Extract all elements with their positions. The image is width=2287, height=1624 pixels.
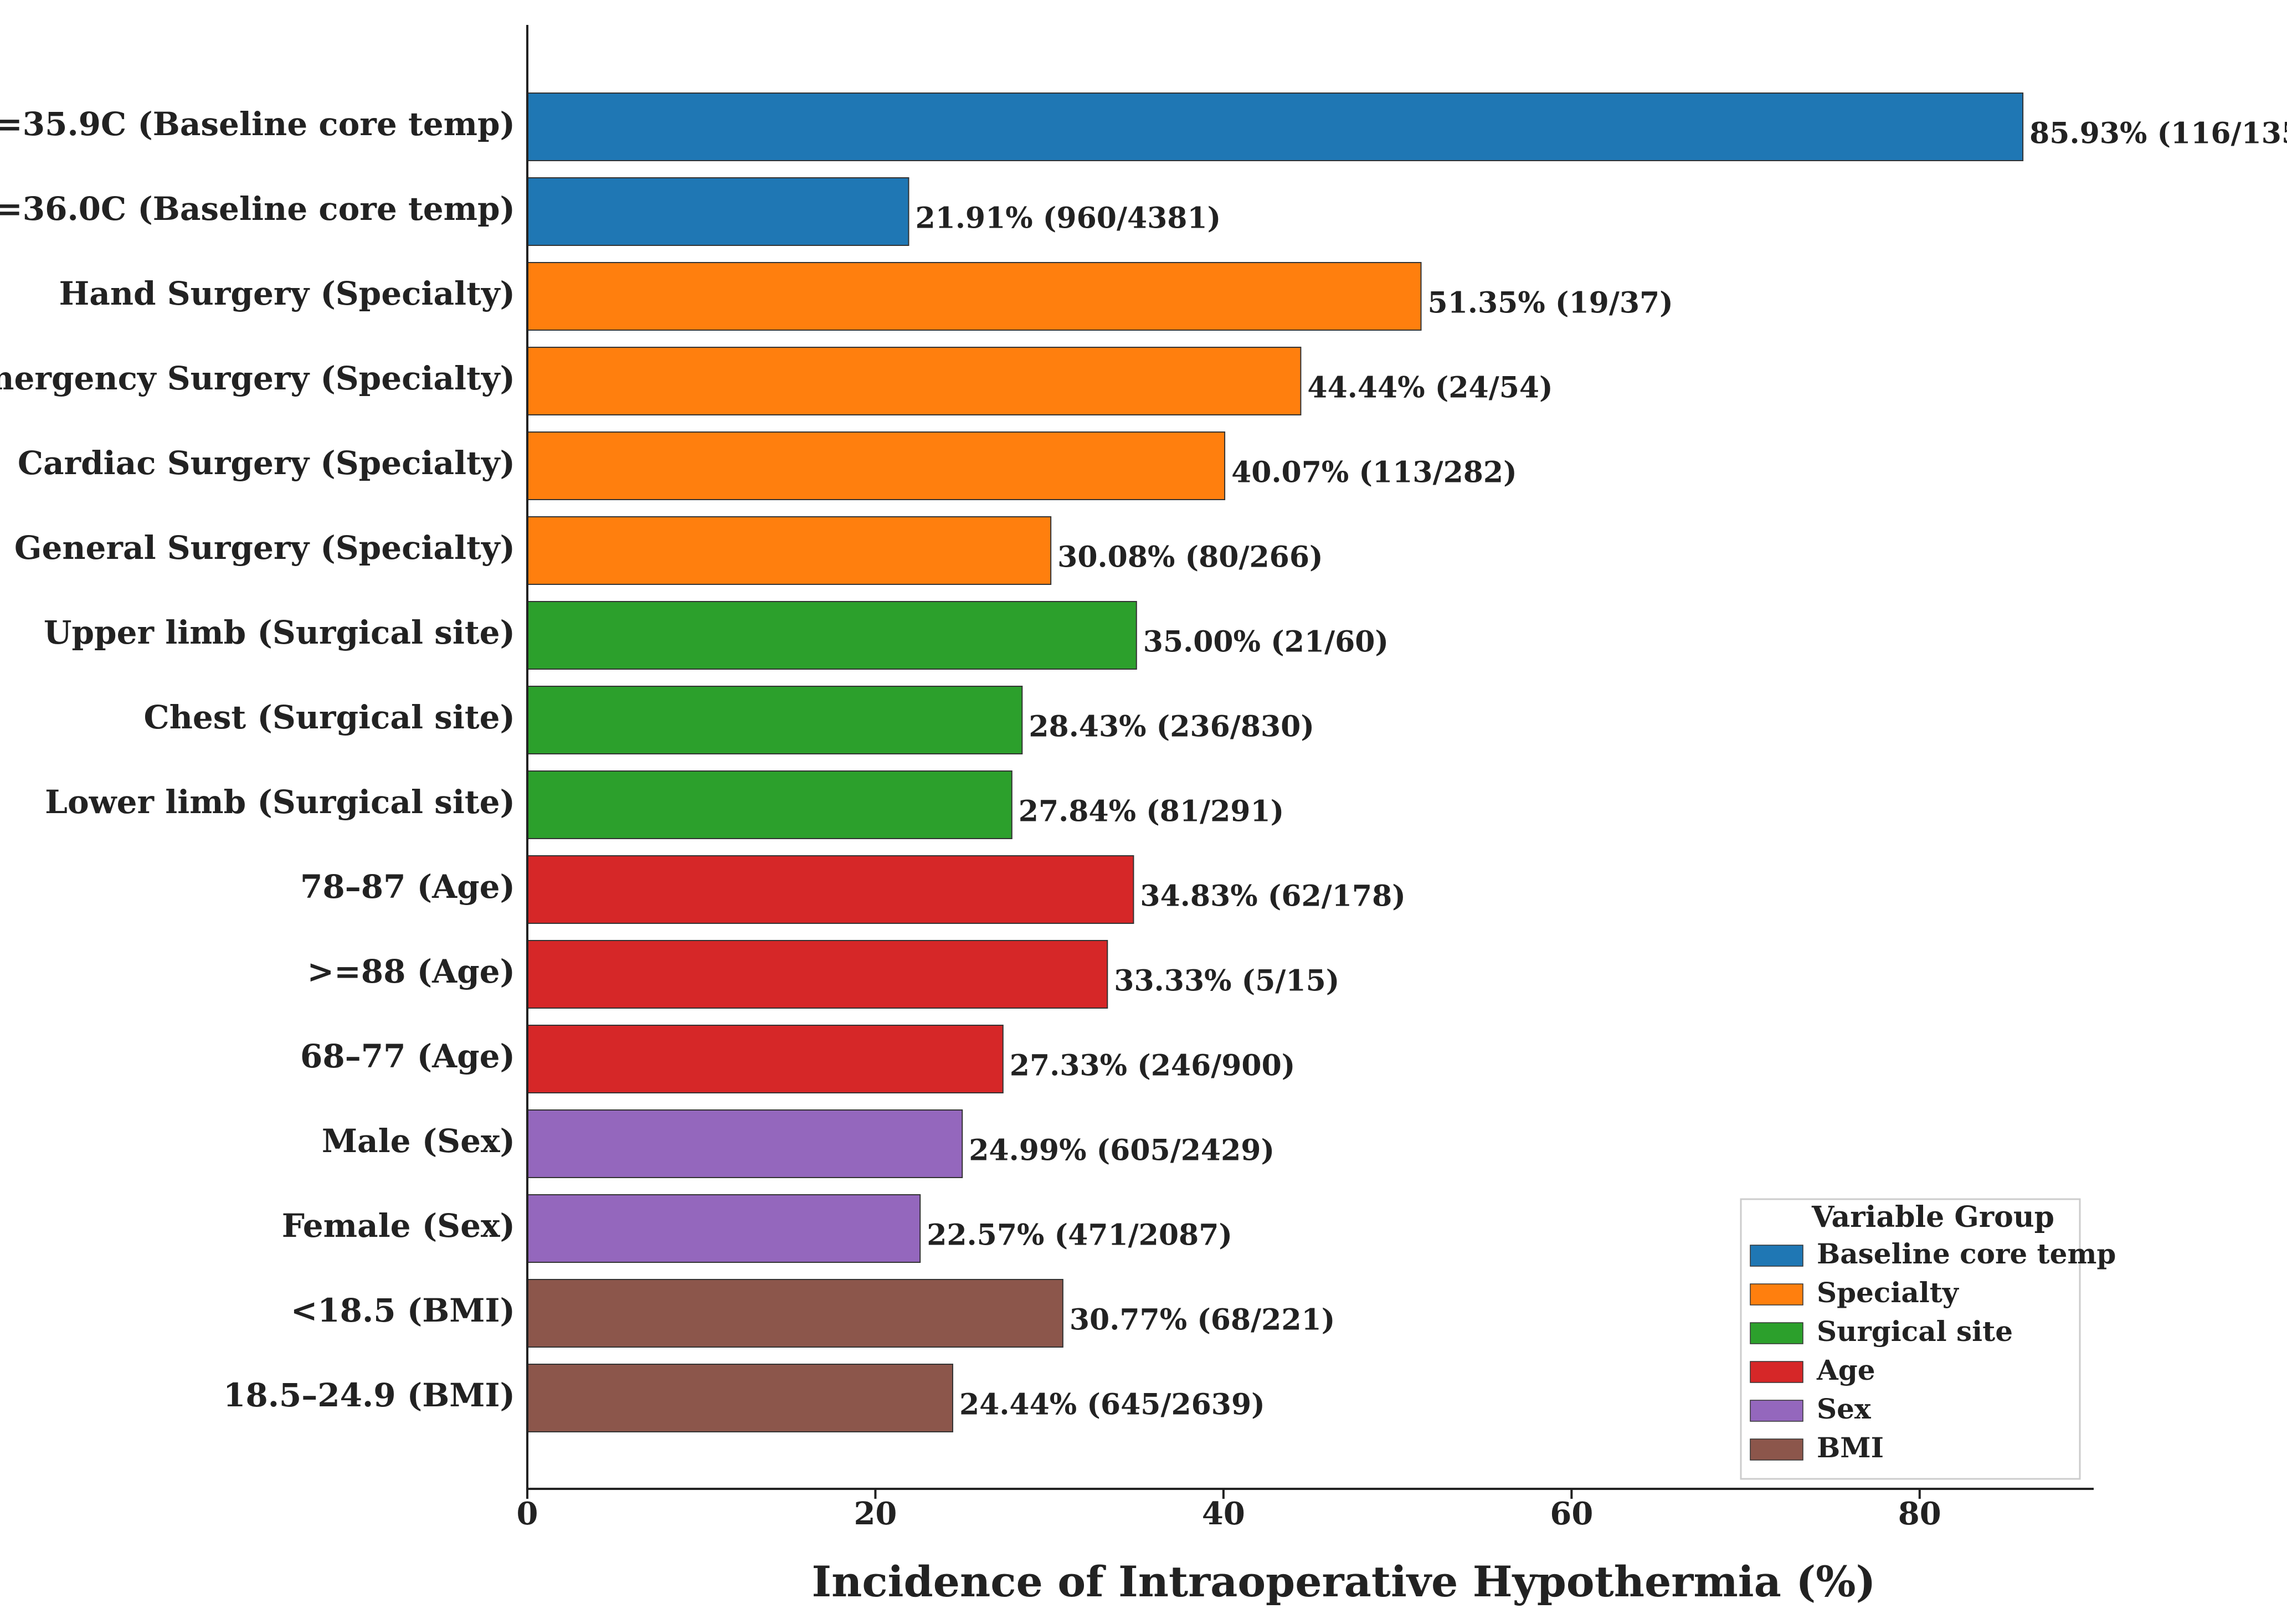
bar xyxy=(527,347,1302,415)
legend-swatch xyxy=(1750,1438,1803,1461)
category-label: <=35.9C (Baseline core temp) xyxy=(0,105,515,143)
bar xyxy=(527,1025,1004,1093)
category-label: Female (Sex) xyxy=(282,1207,515,1245)
legend: Variable Group Baseline core temp Special… xyxy=(1740,1198,2116,1480)
value-label: 24.99% (605/2429) xyxy=(969,1134,1274,1168)
legend-label: Specialty xyxy=(1817,1276,1960,1309)
x-tick-label: 40 xyxy=(1202,1495,1245,1532)
bar xyxy=(527,1364,953,1432)
bar xyxy=(527,940,1108,1009)
x-ticks: 0 20 40 60 80 xyxy=(517,1489,1941,1532)
legend-label: BMI xyxy=(1817,1431,1884,1464)
legend-items: Baseline core temp Specialty Surgical site… xyxy=(1750,1237,2116,1464)
value-label: 27.33% (246/900) xyxy=(1010,1049,1296,1083)
bar xyxy=(527,1279,1063,1348)
legend-label: Surgical site xyxy=(1817,1315,2013,1348)
legend-swatch xyxy=(1750,1283,1803,1306)
legend-swatch xyxy=(1750,1400,1803,1422)
category-label: Chest (Surgical site) xyxy=(144,698,515,736)
legend-label: Sex xyxy=(1817,1392,1872,1425)
category-label: Hand Surgery (Specialty) xyxy=(59,275,516,312)
legend-label: Age xyxy=(1816,1354,1875,1386)
category-labels: <=35.9C (Baseline core temp) >=36.0C (Bas… xyxy=(0,105,515,1414)
value-label: 85.93% (116/135) xyxy=(2029,117,2287,151)
category-label: Male (Sex) xyxy=(322,1122,515,1160)
bar xyxy=(527,177,909,246)
bar xyxy=(527,92,2024,161)
category-label: Lower limb (Surgical site) xyxy=(45,783,515,821)
value-label: 44.44% (24/54) xyxy=(1307,371,1553,405)
category-label: Cardiac Surgery (Specialty) xyxy=(18,444,515,482)
value-label: 34.83% (62/178) xyxy=(1140,880,1405,913)
value-label: 22.57% (471/2087) xyxy=(927,1219,1232,1252)
bar xyxy=(527,262,1422,331)
bar xyxy=(527,601,1137,670)
value-label: 35.00% (21/60) xyxy=(1143,625,1389,659)
value-label: 21.91% (960/4381) xyxy=(915,202,1221,235)
value-label: 30.77% (68/221) xyxy=(1070,1303,1335,1337)
bar xyxy=(527,516,1052,585)
legend-label: Baseline core temp xyxy=(1817,1237,2116,1270)
value-labels: 85.93% (116/135) 21.91% (960/4381) 51.35% … xyxy=(915,117,2287,1422)
category-label: >=88 (Age) xyxy=(307,953,515,990)
x-axis-title: Incidence of Intraoperative Hypothermia … xyxy=(812,1557,1876,1606)
bar xyxy=(527,770,1013,839)
bar xyxy=(527,686,1023,754)
category-label: 18.5–24.9 (BMI) xyxy=(223,1376,515,1414)
legend-swatch xyxy=(1750,1322,1803,1344)
legend-swatch xyxy=(1750,1361,1803,1383)
category-label: >=36.0C (Baseline core temp) xyxy=(0,190,515,228)
x-tick-label: 80 xyxy=(1898,1495,1941,1532)
legend-swatch xyxy=(1750,1245,1803,1267)
bar xyxy=(527,1194,921,1263)
x-tick-label: 60 xyxy=(1550,1495,1593,1532)
bars-layer xyxy=(527,92,2024,1432)
value-label: 27.84% (81/291) xyxy=(1019,795,1284,829)
value-label: 51.35% (19/37) xyxy=(1428,286,1673,320)
bar xyxy=(527,431,1226,500)
value-label: 33.33% (5/15) xyxy=(1114,964,1339,998)
bar xyxy=(527,855,1134,924)
x-tick-label: 0 xyxy=(517,1495,538,1532)
value-label: 40.07% (113/282) xyxy=(1231,456,1517,490)
x-tick-label: 20 xyxy=(854,1495,897,1532)
category-label: General Surgery (Specialty) xyxy=(14,529,515,567)
category-label: 68–77 (Age) xyxy=(300,1037,515,1075)
category-label: Upper limb (Surgical site) xyxy=(44,614,515,651)
category-label: Emergency Surgery (Specialty) xyxy=(0,359,515,397)
axes xyxy=(526,25,2094,1490)
category-label: 78–87 (Age) xyxy=(300,868,515,906)
bar xyxy=(527,1109,963,1178)
value-label: 24.44% (645/2639) xyxy=(959,1388,1265,1422)
value-label: 28.43% (236/830) xyxy=(1029,710,1314,744)
legend-title: Variable Group xyxy=(1811,1200,2054,1234)
value-label: 30.08% (80/266) xyxy=(1057,541,1323,574)
category-label: <18.5 (BMI) xyxy=(291,1292,515,1329)
